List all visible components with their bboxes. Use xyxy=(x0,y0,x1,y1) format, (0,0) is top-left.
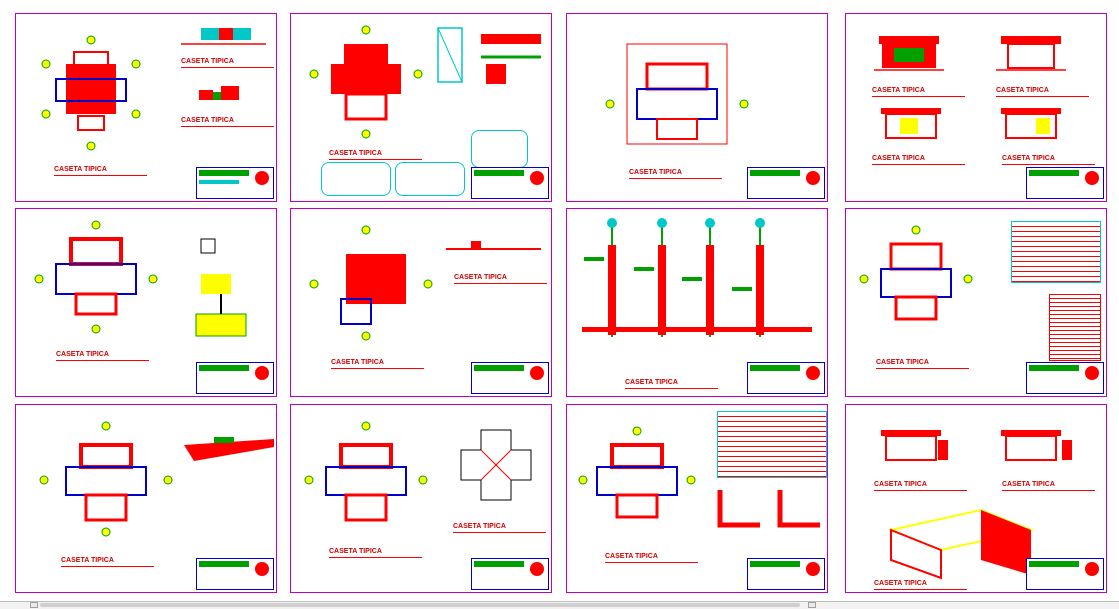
scroll-right-icon[interactable] xyxy=(808,602,816,608)
drawing-sheet-3[interactable]: CASETA TIPICA xyxy=(566,13,828,202)
floor-plan-1 xyxy=(41,35,141,151)
drawing-sheet-4[interactable]: CASETA TIPICA CASETA TIPICA CASETA TIPIC… xyxy=(845,13,1107,202)
sheet-label: CASETA TIPICA xyxy=(329,150,422,160)
elevation-rear xyxy=(881,108,941,139)
drawing-sheet-7[interactable]: CASETA TIPICA xyxy=(566,208,828,397)
scrollbar-thumb[interactable] xyxy=(40,603,800,607)
corner-details xyxy=(717,490,820,528)
section-detail xyxy=(481,34,541,84)
title-block xyxy=(747,362,825,394)
elevation-side xyxy=(996,36,1066,71)
sheet-label: CASETA TIPICA xyxy=(453,523,546,533)
horizontal-scrollbar[interactable] xyxy=(0,601,1119,609)
notes-box xyxy=(471,130,528,168)
sheet-label: CASETA TIPICA xyxy=(872,155,965,165)
title-block xyxy=(1026,167,1104,199)
floor-plan-3 xyxy=(605,43,749,145)
elevation-front xyxy=(874,36,944,71)
sheet-label: CASETA TIPICA xyxy=(874,580,967,590)
title-block xyxy=(196,167,274,199)
title-block xyxy=(1026,362,1104,394)
schedule-table xyxy=(395,162,465,196)
drawing-sheet-8[interactable]: CASETA TIPICA xyxy=(845,208,1107,397)
floor-plan-9 xyxy=(39,421,173,537)
drawing-sheet-5[interactable]: CASETA TIPICA xyxy=(15,208,277,397)
drawing-sheet-10[interactable]: CASETA TIPICA CASETA TIPICA xyxy=(290,404,552,593)
sheet-label: CASETA TIPICA xyxy=(1002,481,1095,491)
column-detail xyxy=(195,238,247,337)
elevation-12b xyxy=(1001,430,1072,461)
scroll-left-icon[interactable] xyxy=(30,602,38,608)
sheet-label: CASETA TIPICA xyxy=(872,87,965,97)
title-block xyxy=(471,558,549,590)
drawing-sheet-11[interactable]: CASETA TIPICA xyxy=(566,404,828,593)
sheet-label: CASETA TIPICA xyxy=(329,548,422,558)
sheet-label: CASETA TIPICA xyxy=(605,553,698,563)
roof-detail xyxy=(446,241,541,250)
legend-table xyxy=(1011,221,1101,283)
title-block xyxy=(196,558,274,590)
title-block xyxy=(747,558,825,590)
title-block xyxy=(471,167,549,199)
elevation-12a xyxy=(881,430,948,461)
sheet-label: CASETA TIPICA xyxy=(996,87,1089,97)
sheet-label: CASETA TIPICA xyxy=(625,379,718,389)
slab-detail xyxy=(184,437,274,461)
notes-block xyxy=(1049,294,1101,361)
detail-plan-1 xyxy=(181,28,266,45)
sheet-label: CASETA TIPICA xyxy=(54,166,147,176)
wall-sections xyxy=(582,218,812,337)
drawing-sheet-9[interactable]: CASETA TIPICA xyxy=(15,404,277,593)
title-block xyxy=(1026,558,1104,590)
sheet-label: CASETA TIPICA xyxy=(61,557,154,567)
floor-plan-5 xyxy=(34,220,158,334)
sheet-label: CASETA TIPICA xyxy=(1002,155,1095,165)
roof-outline xyxy=(460,429,532,501)
sheet-label: CASETA TIPICA xyxy=(181,58,274,68)
schedule-table xyxy=(321,162,391,196)
sheet-label: CASETA TIPICA xyxy=(876,359,969,369)
elevation-left xyxy=(1001,108,1061,139)
title-block xyxy=(196,362,274,394)
floor-plan-11 xyxy=(578,426,696,519)
drawing-sheet-12[interactable]: CASETA TIPICA CASETA TIPICA CASETA TIPIC… xyxy=(845,404,1107,593)
elevation-1 xyxy=(199,86,239,100)
drawing-sheet-2[interactable]: CASETA TIPICA xyxy=(290,13,552,202)
roof-plan xyxy=(309,225,433,341)
sheet-label: CASETA TIPICA xyxy=(56,351,149,361)
floor-plan-8 xyxy=(859,225,973,321)
drawing-sheet-1[interactable]: CASETA TIPICA CASETA TIPICA CASETA TIPIC… xyxy=(15,13,277,202)
title-block xyxy=(471,362,549,394)
sheet-label: CASETA TIPICA xyxy=(181,117,274,127)
sheet-label: CASETA TIPICA xyxy=(629,169,722,179)
perspective-view xyxy=(887,508,1035,580)
legend-table xyxy=(717,411,827,478)
door-detail xyxy=(437,27,463,83)
sheet-label: CASETA TIPICA xyxy=(331,359,424,369)
title-block xyxy=(747,167,825,199)
sheet-label: CASETA TIPICA xyxy=(874,481,967,491)
floor-plan-10 xyxy=(304,421,428,522)
floor-plan-2 xyxy=(309,25,423,139)
sheet-label: CASETA TIPICA xyxy=(454,274,547,284)
drawing-sheet-6[interactable]: CASETA TIPICA CASETA TIPICA xyxy=(290,208,552,397)
